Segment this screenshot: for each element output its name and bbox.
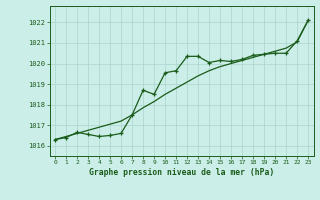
X-axis label: Graphe pression niveau de la mer (hPa): Graphe pression niveau de la mer (hPa) (89, 168, 274, 177)
